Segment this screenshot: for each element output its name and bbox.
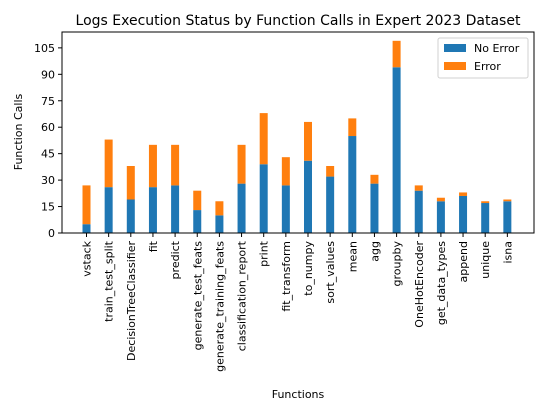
bar-error-fit — [148, 144, 157, 188]
y-tick-label: 90 — [41, 68, 55, 81]
x-tick-label: isna — [501, 241, 514, 264]
x-tick-label: print — [258, 240, 271, 267]
legend-swatch — [444, 62, 466, 70]
bar-no-error-unique — [481, 203, 490, 233]
x-axis-label: Functions — [272, 388, 325, 401]
y-tick-label: 60 — [41, 121, 55, 134]
bar-no-error-DecisionTreeClassifier — [126, 199, 135, 233]
x-tick-label: groupby — [391, 241, 404, 287]
bar-no-error-get_data_types — [436, 201, 445, 233]
bar-no-error-fit_transform — [281, 185, 290, 233]
bar-error-groupby — [392, 40, 401, 68]
y-tick-label: 15 — [41, 201, 55, 214]
bar-no-error-fit — [148, 187, 157, 233]
x-tick-label: vstack — [81, 240, 94, 276]
bar-no-error-OneHotEncoder — [414, 190, 423, 233]
bar-no-error-generate_test_feats — [193, 210, 202, 233]
bar-error-train_test_split — [104, 139, 113, 188]
bar-error-to_numpy — [304, 121, 312, 161]
y-tick-label: 45 — [41, 148, 55, 161]
bar-error-get_data_types — [436, 197, 445, 202]
x-tick-label: generate_test_feats — [191, 241, 204, 351]
plot-frame — [61, 31, 535, 234]
x-tick-label: train_test_split — [103, 240, 116, 322]
bar-error-vstack — [82, 185, 91, 225]
bar-error-fit_transform — [281, 157, 290, 186]
x-tick-label: agg — [368, 241, 381, 262]
bar-error-isna — [503, 199, 512, 202]
bar-error-print — [259, 113, 268, 165]
y-tick-label: 30 — [41, 174, 55, 187]
bar-error-predict — [171, 144, 180, 186]
legend: No Error Error — [437, 37, 529, 79]
bar-error-unique — [481, 201, 490, 204]
y-tick-label: 0 — [48, 227, 55, 240]
x-tick-label: unique — [479, 241, 492, 279]
bar-no-error-predict — [171, 185, 180, 233]
x-tick-label: fit_transform — [280, 241, 293, 312]
x-tick-label: append — [457, 241, 470, 282]
bar-error-sort_values — [326, 166, 335, 177]
bar-no-error-append — [459, 195, 468, 233]
bar-error-append — [459, 192, 468, 196]
bar-no-error-sort_values — [326, 176, 335, 233]
x-tick-label: DecisionTreeClassifier — [125, 241, 138, 361]
bars-group — [82, 40, 512, 234]
x-tick-label: generate_training_feats — [213, 241, 226, 372]
x-tick-label: classification_report — [236, 240, 249, 351]
x-tick-label: mean — [346, 241, 359, 272]
bar-error-generate_training_feats — [215, 201, 224, 216]
bar-no-error-isna — [503, 201, 512, 233]
bar-error-mean — [348, 118, 357, 137]
y-axis-label: Function Calls — [12, 93, 25, 170]
y-tick-label: 75 — [41, 95, 55, 108]
bar-error-OneHotEncoder — [414, 185, 423, 191]
x-tick-label: get_data_types — [435, 241, 448, 325]
bar-no-error-classification_report — [237, 183, 246, 233]
legend-swatch — [444, 44, 466, 52]
bar-no-error-generate_training_feats — [215, 215, 224, 233]
y-axis: 0 15 30 45 60 75 90 105 — [34, 42, 62, 240]
bar-no-error-train_test_split — [104, 187, 113, 233]
x-tick-label: predict — [169, 240, 182, 279]
bar-error-classification_report — [237, 144, 246, 184]
bar-no-error-groupby — [392, 67, 401, 234]
bar-error-DecisionTreeClassifier — [126, 166, 135, 200]
legend-label: No Error — [474, 42, 520, 55]
bar-no-error-to_numpy — [304, 160, 312, 233]
bar-no-error-vstack — [82, 224, 91, 233]
x-tick-label: sort_values — [324, 241, 337, 304]
legend-label: Error — [474, 60, 501, 73]
bar-no-error-mean — [348, 136, 357, 233]
x-tick-label: fit — [147, 240, 160, 252]
bar-no-error-print — [259, 164, 268, 233]
x-axis: vstack train_test_split DecisionTreeClassi… — [81, 233, 514, 372]
x-tick-label: to_numpy — [302, 241, 315, 296]
y-tick-label: 105 — [34, 42, 55, 55]
bar-error-generate_test_feats — [193, 190, 202, 211]
bar-error-agg — [370, 174, 379, 184]
x-tick-label: OneHotEncoder — [413, 241, 426, 328]
bar-no-error-agg — [370, 183, 379, 233]
chart-title: Logs Execution Status by Function Calls … — [76, 13, 521, 29]
